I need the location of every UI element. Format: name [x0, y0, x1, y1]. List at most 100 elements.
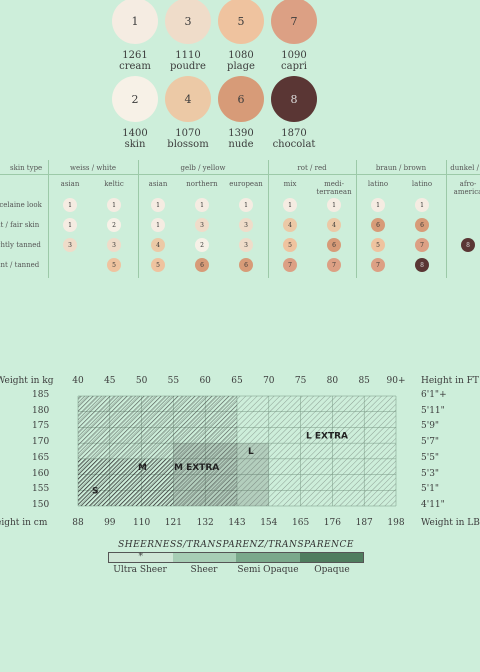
- shade-dot: 8: [415, 258, 429, 272]
- shade-dot: 1: [107, 198, 121, 212]
- swatch-plage[interactable]: 5 1080 plage: [209, 0, 273, 72]
- swatch-code: 1261: [122, 50, 148, 61]
- size-zone-label: M: [138, 463, 147, 473]
- sheerness-legend: SHEERNESS/TRANSPARENZ/TRANSPARENCE * Ult…: [108, 540, 364, 575]
- cm-tick: 165: [32, 452, 50, 463]
- shade-dot: 5: [283, 238, 297, 252]
- group-header: gelb / yellow: [180, 164, 226, 172]
- swatch-circle: 5: [218, 0, 264, 44]
- kg-tick: 50: [135, 376, 148, 386]
- group-header: rot / red: [297, 164, 327, 172]
- sub-header: afro- america: [453, 180, 480, 196]
- swatch-chocolat[interactable]: 8 1870 chocolat: [262, 76, 326, 150]
- sub-header: asian: [148, 180, 168, 188]
- shade-dot: 7: [371, 258, 385, 272]
- swatch-nude[interactable]: 6 1390 nude: [209, 76, 273, 150]
- lbs-tick: 88: [72, 518, 84, 528]
- cm-tick: 175: [32, 421, 50, 432]
- kg-tick: 40: [72, 376, 84, 386]
- shade-dot: 2: [195, 238, 209, 252]
- ft-tick: 5'7": [421, 437, 440, 448]
- group-header: weiss / white: [69, 164, 117, 172]
- shade-dot: 1: [151, 218, 165, 232]
- shade-dot: 7: [327, 258, 341, 272]
- shade-dot: 3: [63, 238, 77, 252]
- bar-sheer: [172, 553, 236, 562]
- kg-tick: 80: [326, 376, 339, 386]
- swatch-code: 1090: [281, 50, 307, 61]
- shade-dot: 3: [239, 218, 253, 232]
- size-zone-label: L EXTRA: [306, 431, 348, 441]
- swatch-blossom[interactable]: 4 1070 blossom: [156, 76, 220, 150]
- swatch-name: capri: [281, 61, 307, 72]
- legend-label-opaque: Opaque: [314, 565, 350, 575]
- row-label: ghtly tanned: [0, 241, 41, 249]
- swatch-code: 1400: [122, 128, 148, 139]
- shade-dot: 2: [107, 218, 121, 232]
- kg-tick: 75: [294, 376, 307, 386]
- shade-dot: 3: [195, 218, 209, 232]
- sub-header: keltic: [104, 180, 124, 188]
- table-divider: [356, 160, 357, 278]
- lbs-axis-label: Weight in LBS: [421, 518, 480, 528]
- sub-header: european: [229, 180, 263, 188]
- sub-header: latino: [367, 180, 389, 188]
- lbs-tick: 121: [164, 518, 182, 528]
- shade-dot: 5: [107, 258, 121, 272]
- shade-dot: 6: [415, 218, 429, 232]
- lbs-tick: 99: [104, 518, 116, 528]
- shade-dot: 1: [415, 198, 429, 212]
- kg-tick: 70: [263, 376, 275, 386]
- row-label: nt / fair skin: [0, 221, 40, 229]
- zone-s: [78, 458, 174, 506]
- cm-tick: 160: [32, 468, 50, 479]
- shade-dot: 1: [63, 218, 77, 232]
- swatch-poudre[interactable]: 3 1110 poudre: [156, 0, 220, 72]
- shade-dot: 6: [327, 238, 341, 252]
- zone-l: [173, 443, 269, 506]
- swatch-cream[interactable]: 1 1261 cream: [103, 0, 167, 72]
- kg-tick: 65: [231, 376, 243, 386]
- ft-tick: 5'1": [421, 484, 440, 495]
- cm-tick: 150: [32, 500, 50, 510]
- sub-header: mix: [283, 180, 297, 188]
- swatch-capri[interactable]: 7 1090 capri: [262, 0, 326, 72]
- swatch-circle: 6: [218, 76, 264, 122]
- kg-tick: 90+: [386, 376, 406, 386]
- skin-type-header: skin type: [10, 164, 43, 172]
- swatch-code: 1070: [175, 128, 201, 139]
- bar-opaque: [299, 553, 363, 562]
- sub-header: northern: [186, 180, 218, 188]
- shade-dot: 1: [151, 198, 165, 212]
- color-swatches: 1 1261 cream 3 1110 poudre 5 1080 plage …: [0, 0, 480, 152]
- bar-ultra-sheer: *: [109, 553, 173, 562]
- table-divider: [446, 160, 447, 278]
- lbs-tick: 187: [355, 518, 373, 528]
- swatch-skin[interactable]: 2 1400 skin: [103, 76, 167, 150]
- legend-label-ultra-sheer: Ultra Sheer: [113, 565, 167, 575]
- shade-dot: 1: [239, 198, 253, 212]
- ft-axis-label: Height in FT: [421, 376, 479, 386]
- cm-tick: 185: [32, 390, 50, 400]
- shade-dot: 5: [151, 258, 165, 272]
- cm-tick: 170: [32, 437, 50, 448]
- swatch-name: nude: [228, 139, 254, 150]
- legend-label-semi-opaque: Semi Opaque: [237, 565, 299, 575]
- shade-dot: 1: [327, 198, 341, 212]
- swatch-name: poudre: [170, 61, 206, 72]
- group-header: braun / brown: [375, 164, 427, 172]
- kg-tick: 85: [358, 376, 370, 386]
- size-zone-label: L: [248, 447, 254, 457]
- swatch-circle: 2: [112, 76, 158, 122]
- cm-tick: 155: [32, 484, 50, 495]
- shade-dot: 3: [239, 238, 253, 252]
- lbs-tick: 176: [323, 518, 341, 528]
- ft-tick: 5'5": [421, 452, 440, 463]
- swatch-circle: 1: [112, 0, 158, 44]
- ft-tick: 5'3": [421, 468, 440, 479]
- row-label: rcelaine look: [0, 201, 42, 209]
- cm-axis-label: eight in cm: [0, 518, 48, 528]
- swatch-name: blossom: [167, 139, 209, 150]
- shade-dot: 3: [107, 238, 121, 252]
- swatch-name: chocolat: [272, 139, 316, 150]
